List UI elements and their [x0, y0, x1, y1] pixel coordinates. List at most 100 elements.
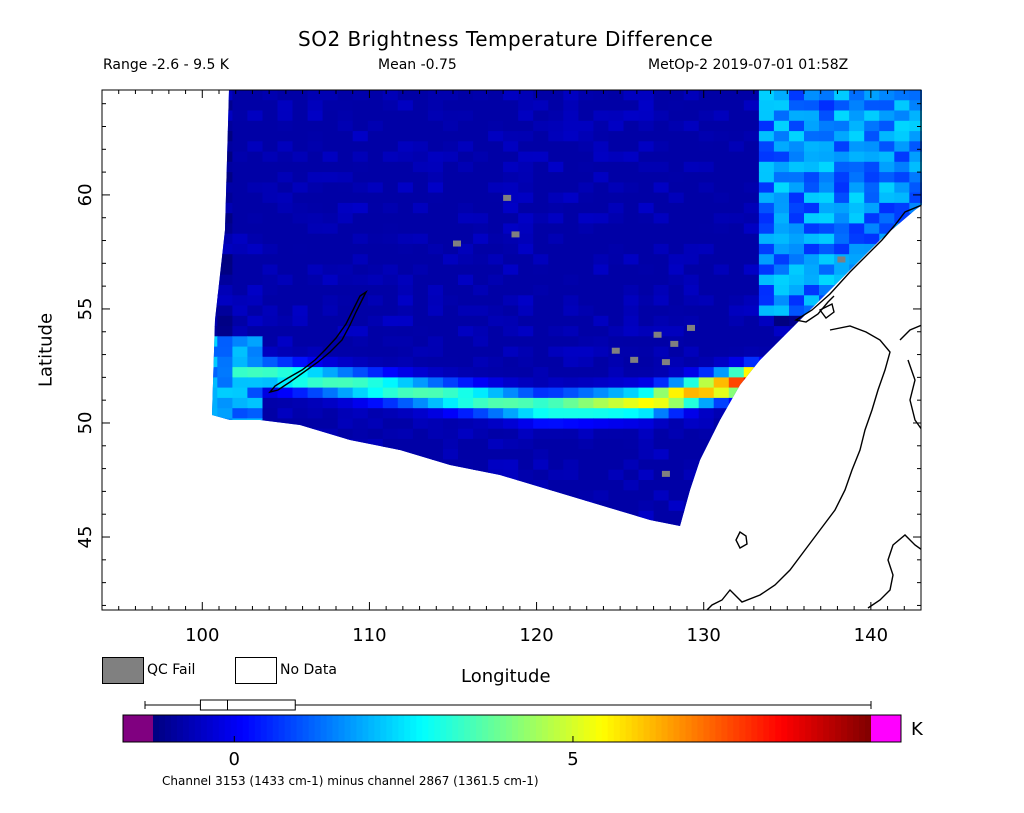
swath-cell	[367, 480, 384, 491]
swath-cell	[533, 367, 549, 378]
swath-cell	[819, 100, 835, 112]
swath-cell	[217, 315, 233, 327]
swath-cell	[443, 202, 459, 214]
swath-cell	[503, 377, 519, 389]
swath-cell	[578, 172, 594, 183]
swath-cell	[367, 377, 384, 389]
swath-cell	[834, 172, 850, 183]
swath-cell	[412, 387, 429, 399]
swath-cell	[563, 480, 579, 491]
swath-cell	[819, 521, 835, 526]
swath-cell	[307, 346, 324, 358]
swath-cell	[217, 110, 233, 122]
swath-cell	[488, 356, 504, 368]
swath-cell	[548, 202, 564, 214]
swath-cell	[563, 469, 579, 481]
swath-cell	[277, 449, 294, 461]
swath-cell	[458, 459, 474, 471]
swath-cell	[262, 243, 279, 255]
swath-cell	[728, 469, 745, 481]
swath-cell	[653, 202, 670, 214]
swath-cell	[212, 521, 218, 526]
swath-cell	[337, 377, 354, 389]
swath-cell	[322, 182, 339, 194]
swath-cell	[307, 141, 324, 153]
swath-cell	[232, 418, 248, 430]
swath-cell	[593, 315, 609, 327]
swath-cell	[864, 346, 880, 358]
swath-cell	[909, 223, 922, 235]
swath-cell	[578, 161, 594, 173]
swath-cell	[352, 110, 369, 122]
swath-cell	[382, 305, 399, 317]
swath-cell	[909, 336, 922, 348]
swath-cell	[473, 264, 489, 276]
swath-cell	[262, 418, 279, 430]
swath-cell	[864, 531, 880, 542]
swath-cell	[217, 90, 233, 101]
swath-cell	[774, 531, 790, 542]
swath-cell	[458, 243, 474, 255]
swath-cell	[518, 438, 534, 450]
swath-cell	[503, 223, 519, 235]
swath-cell	[608, 192, 624, 204]
swath-cell	[307, 480, 324, 491]
swath-cell	[427, 480, 444, 491]
swath-cell	[909, 151, 922, 163]
swath-cell	[623, 449, 640, 461]
swath-cell	[653, 182, 670, 194]
swath-cell	[849, 131, 865, 142]
swath-cell	[623, 254, 640, 266]
swath-cell	[804, 326, 820, 337]
swath-cell	[713, 182, 730, 194]
swath-cell	[879, 449, 895, 461]
swath-cell	[593, 367, 609, 378]
swath-cell	[758, 141, 775, 153]
swath-cell	[789, 346, 805, 358]
swath-cell	[819, 336, 835, 348]
swath-cell	[212, 100, 218, 112]
swath-cell	[698, 377, 715, 389]
swath-cell	[412, 346, 429, 358]
swath-cell	[578, 305, 594, 317]
swath-cell	[277, 408, 294, 420]
swath-cell	[638, 326, 655, 337]
swath-cell	[307, 120, 324, 132]
swath-cell	[683, 285, 700, 296]
swath-cell	[593, 213, 609, 225]
swath-cell	[849, 172, 865, 183]
swath-cell	[247, 397, 263, 409]
swath-cell	[217, 521, 233, 526]
swath-cell	[292, 500, 309, 512]
swath-cell	[443, 377, 459, 389]
swath-cell	[759, 531, 775, 542]
swath-cell	[277, 100, 294, 112]
swath-cell	[713, 285, 730, 296]
swath-cell	[758, 202, 775, 214]
swath-cell	[653, 387, 670, 399]
swath-cell	[834, 428, 850, 440]
swath-cell	[879, 131, 895, 142]
swath-cell	[653, 223, 670, 235]
swath-cell	[894, 480, 910, 491]
swath-cell	[593, 131, 609, 142]
swath-cell	[563, 387, 579, 399]
swath-cell	[427, 356, 444, 368]
swath-cell	[503, 161, 519, 173]
swath-cell	[608, 233, 624, 245]
swath-cell	[352, 346, 369, 358]
swath-cell	[337, 449, 354, 461]
swath-cell	[668, 521, 685, 526]
swath-cell	[684, 531, 700, 542]
swath-cell	[352, 295, 369, 307]
swath-cell	[683, 490, 700, 502]
swath-cell	[743, 510, 760, 522]
swath-cell	[488, 172, 504, 183]
swath-cell	[277, 377, 294, 389]
swath-cell	[623, 131, 640, 142]
swath-cell	[503, 202, 519, 214]
swath-cell	[548, 223, 564, 235]
swath-cell	[337, 151, 354, 163]
swath-cell	[819, 459, 835, 471]
swath-cell	[217, 151, 233, 163]
